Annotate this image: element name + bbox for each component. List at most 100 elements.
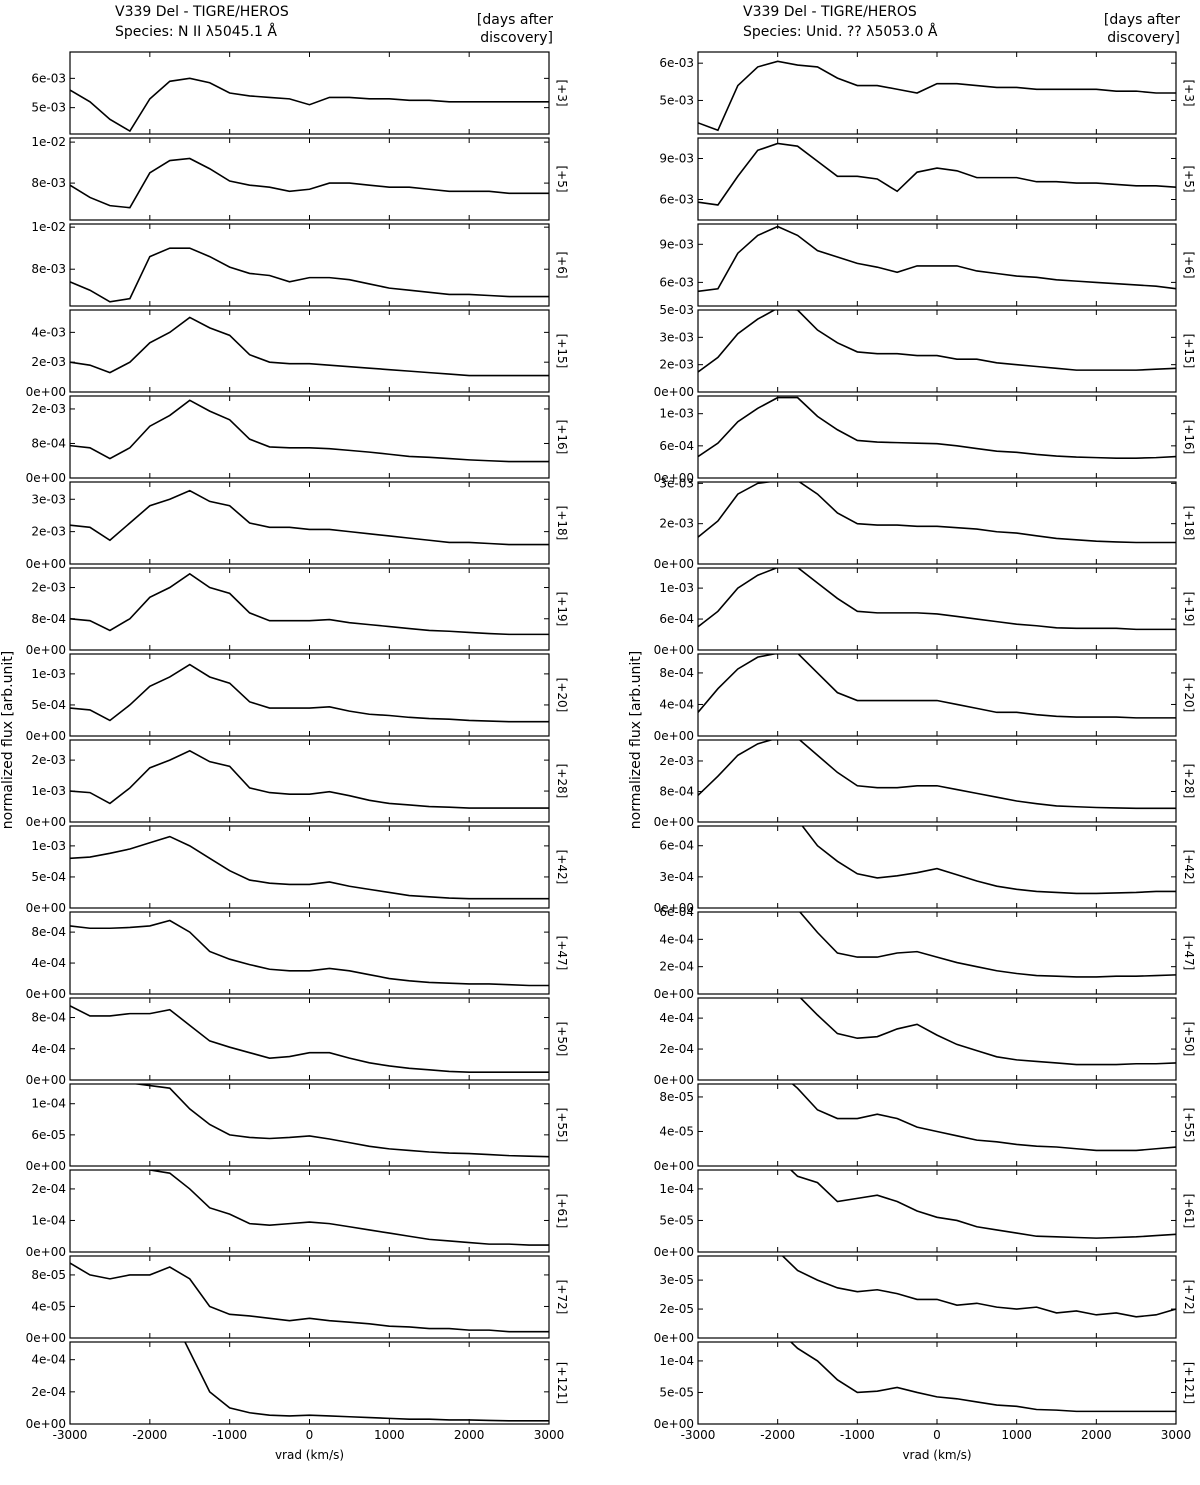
x-axis-label: vrad (km/s) [275,1448,344,1462]
y-tick-label: 1e-03 [31,667,66,681]
y-tick-label: 8e-04 [31,1011,66,1025]
y-tick-label: 8e-03 [31,176,66,190]
y-tick-label: 8e-04 [31,612,66,626]
x-tick-label: -3000 [53,1428,88,1442]
panel-frame [697,1083,1177,1167]
spectrum-line [801,826,1176,895]
y-tick-label: 2e-04 [659,960,694,974]
spectrum-line [70,663,549,723]
panel: 0e+00 5e-04 1e-03 [+42] [26,825,569,915]
panel: 0e+00 5e-04 1e-03 [+20] [26,653,569,743]
y-tick-label: 4e-04 [659,1011,694,1025]
y-tick-label: 0e+00 [654,1245,694,1259]
y-tick-label: 0e+00 [654,643,694,657]
y-tick-label: 6e-04 [659,612,694,626]
y-tick-label: 0e+00 [26,901,66,915]
y-tick-label: 1e-02 [31,220,66,234]
day-label: [+16] [1182,420,1196,455]
day-label: [+28] [555,764,569,799]
y-tick-label: 0e+00 [26,987,66,1001]
spectrum-line [70,1005,549,1073]
day-label: [+42] [1182,850,1196,885]
y-tick-label: 2e-03 [31,581,66,595]
spectrum-line [70,399,549,463]
spectrum-line [789,1342,1176,1413]
day-label: [+6] [555,251,569,278]
panel-frame [69,739,550,823]
panel: 6e-03 9e-03 [+5] [659,137,1196,221]
panel: 0e+00 8e-04 2e-03 [+28] [654,739,1196,829]
day-label: [+47] [555,936,569,971]
y-tick-label: 8e-05 [31,1268,66,1282]
panel-frame [69,395,550,479]
panel-frame [697,911,1177,995]
panel: 0e+00 2e-05 3e-05 [+72] [654,1255,1196,1345]
panel: 0e+00 2e-04 4e-04 [+121] [26,1341,569,1431]
spectrum-line [781,1256,1176,1318]
x-tick-label: -2000 [132,1428,167,1442]
panel: 0e+00 5e-05 1e-04 [+61] [654,1169,1196,1259]
y-tick-label: 1e-02 [31,135,66,149]
y-tick-label: 5e-04 [31,870,66,884]
day-label: [+3] [1182,79,1196,106]
panel: 0e+00 2e-03 3e-03 [+18] [654,476,1196,571]
spectrum-line [799,998,1176,1066]
x-tick-label: 3000 [534,1428,565,1442]
y-tick-label: 1e-03 [31,839,66,853]
y-tick-label: 3e-03 [31,492,66,506]
spectrum-line [698,142,1176,206]
day-label: [+6] [1182,251,1196,278]
x-tick-label: -1000 [212,1428,247,1442]
y-tick-label: 0e+00 [654,815,694,829]
y-tick-label: 0e+00 [654,471,694,485]
y-tick-label: 9e-03 [659,237,694,251]
day-label: [+15] [555,334,569,369]
day-label: [+55] [1182,1108,1196,1143]
y-tick-label: 2e-04 [31,1385,66,1399]
panel-frame [697,481,1177,565]
day-label: [+50] [1182,1022,1196,1057]
panel-frame [69,567,550,651]
panel: 0e+00 2e-03 3e-03 5e-03 [+15] [654,303,1196,399]
y-tick-label: 4e-04 [659,697,694,711]
day-label: [+72] [555,1280,569,1315]
panel: 0e+00 5e-05 1e-04 [+121] [654,1341,1196,1431]
day-label: [+121] [1182,1362,1196,1404]
x-tick-label: 2000 [1081,1428,1112,1442]
x-tick-label: 0 [306,1428,314,1442]
spectrum-line [144,1170,549,1246]
y-tick-label: 0e+00 [26,471,66,485]
day-label: [+28] [1182,764,1196,799]
y-tick-label: 5e-05 [659,1213,694,1227]
day-label: [+42] [555,850,569,885]
day-label: [+5] [555,165,569,192]
day-label: [+20] [1182,678,1196,713]
spectrum-line [698,396,1176,459]
y-tick-label: 3e-05 [659,1273,694,1287]
x-axis-label: vrad (km/s) [902,1448,971,1462]
panel-frame [697,1255,1177,1339]
day-label: [+18] [555,506,569,541]
y-tick-label: 0e+00 [654,1073,694,1087]
spectrum-line [789,1170,1176,1239]
y-tick-label: 0e+00 [26,1331,66,1345]
chart-subtitle: Species: Unid. ?? λ5053.0 Å [743,23,938,40]
panel: 0e+00 4e-05 8e-05 [+55] [654,1083,1196,1173]
y-tick-label: 1e-03 [659,407,694,421]
day-header: discovery] [480,30,553,46]
spectrum-line [698,482,1176,544]
y-tick-label: 4e-05 [31,1299,66,1313]
day-label: [+72] [1182,1280,1196,1315]
y-tick-label: 0e+00 [654,1417,694,1431]
day-label: [+19] [1182,592,1196,627]
y-tick-label: 4e-04 [31,1353,66,1367]
y-tick-label: 0e+00 [26,1417,66,1431]
x-tick-label: 3000 [1161,1428,1192,1442]
y-tick-label: 8e-03 [31,262,66,276]
y-tick-label: 1e-03 [31,784,66,798]
panel-frame [69,137,550,221]
y-tick-label: 8e-04 [659,666,694,680]
y-tick-label: 4e-04 [659,932,694,946]
y-tick-label: 8e-04 [659,784,694,798]
panel: 0e+00 1e-03 2e-03 [+28] [26,739,569,829]
